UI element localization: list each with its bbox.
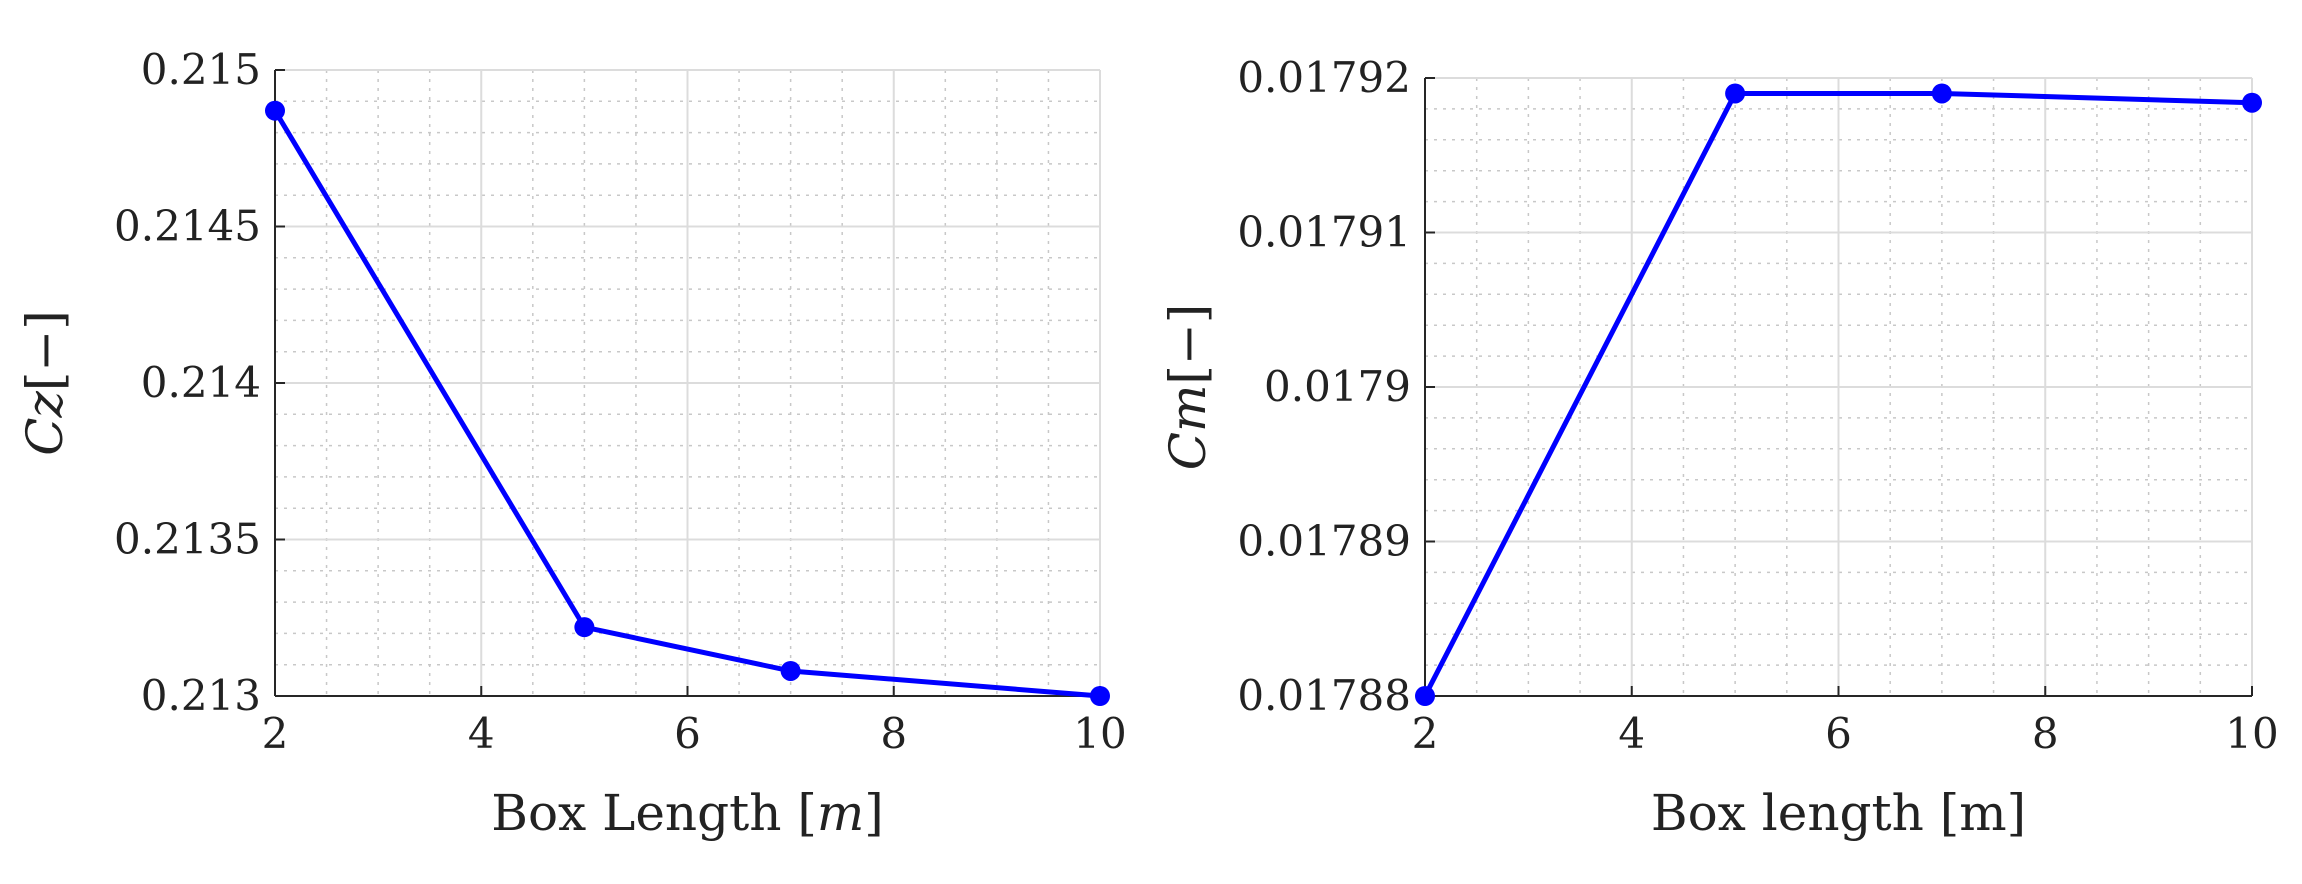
x-tick-label: 6 <box>1825 709 1852 758</box>
chart-panel-cm: 2 4 6 8 10 0.01788 0.01789 0.0179 0.01791 0.01792… <box>1159 53 2279 842</box>
y-tick-label: 0.01788 <box>1237 671 1411 720</box>
y-tick-label: 0.2135 <box>114 515 261 564</box>
x-axis-label: Box Length [m] <box>491 784 884 842</box>
series-line <box>272 109 1101 699</box>
y-tick-label: 0.01789 <box>1237 517 1411 566</box>
chart-panel-cz: 2 4 6 8 10 0.213 0.2135 0.214 0.2145 0.215 Box Len… <box>16 45 1127 842</box>
y-tick-label: 0.01792 <box>1237 53 1411 102</box>
x-tick-label: 6 <box>674 709 701 758</box>
y-axis-label: Cz[−] <box>16 310 74 456</box>
y-tick-label: 0.215 <box>141 45 261 94</box>
data-point <box>2242 92 2262 113</box>
x-tick-label: 4 <box>1618 709 1645 758</box>
x-tick-label: 8 <box>880 709 907 758</box>
data-point <box>1415 686 1435 706</box>
y-axis-label: Cm[−] <box>1159 304 1217 471</box>
x-axis-label: Box length [m] <box>1651 784 2026 842</box>
y-tick-label: 0.01791 <box>1237 208 1411 257</box>
series-line <box>1422 90 2253 698</box>
x-tick-label: 10 <box>2225 709 2278 758</box>
x-tick-label: 2 <box>262 709 289 758</box>
x-tick-label: 2 <box>1412 709 1439 758</box>
data-point <box>1931 83 1952 104</box>
x-tick-label: 10 <box>1073 709 1126 758</box>
data-point <box>780 660 801 681</box>
data-point <box>574 617 595 638</box>
y-tick-label: 0.214 <box>141 358 261 407</box>
y-tick-label: 0.2145 <box>114 202 261 251</box>
x-tick-label: 8 <box>2032 709 2059 758</box>
data-point <box>1090 686 1110 706</box>
data-point <box>1725 83 1746 104</box>
y-tick-label: 0.0179 <box>1264 362 1411 411</box>
data-point <box>265 100 285 121</box>
x-tick-label: 4 <box>468 709 495 758</box>
y-tick-label: 0.213 <box>141 671 261 720</box>
